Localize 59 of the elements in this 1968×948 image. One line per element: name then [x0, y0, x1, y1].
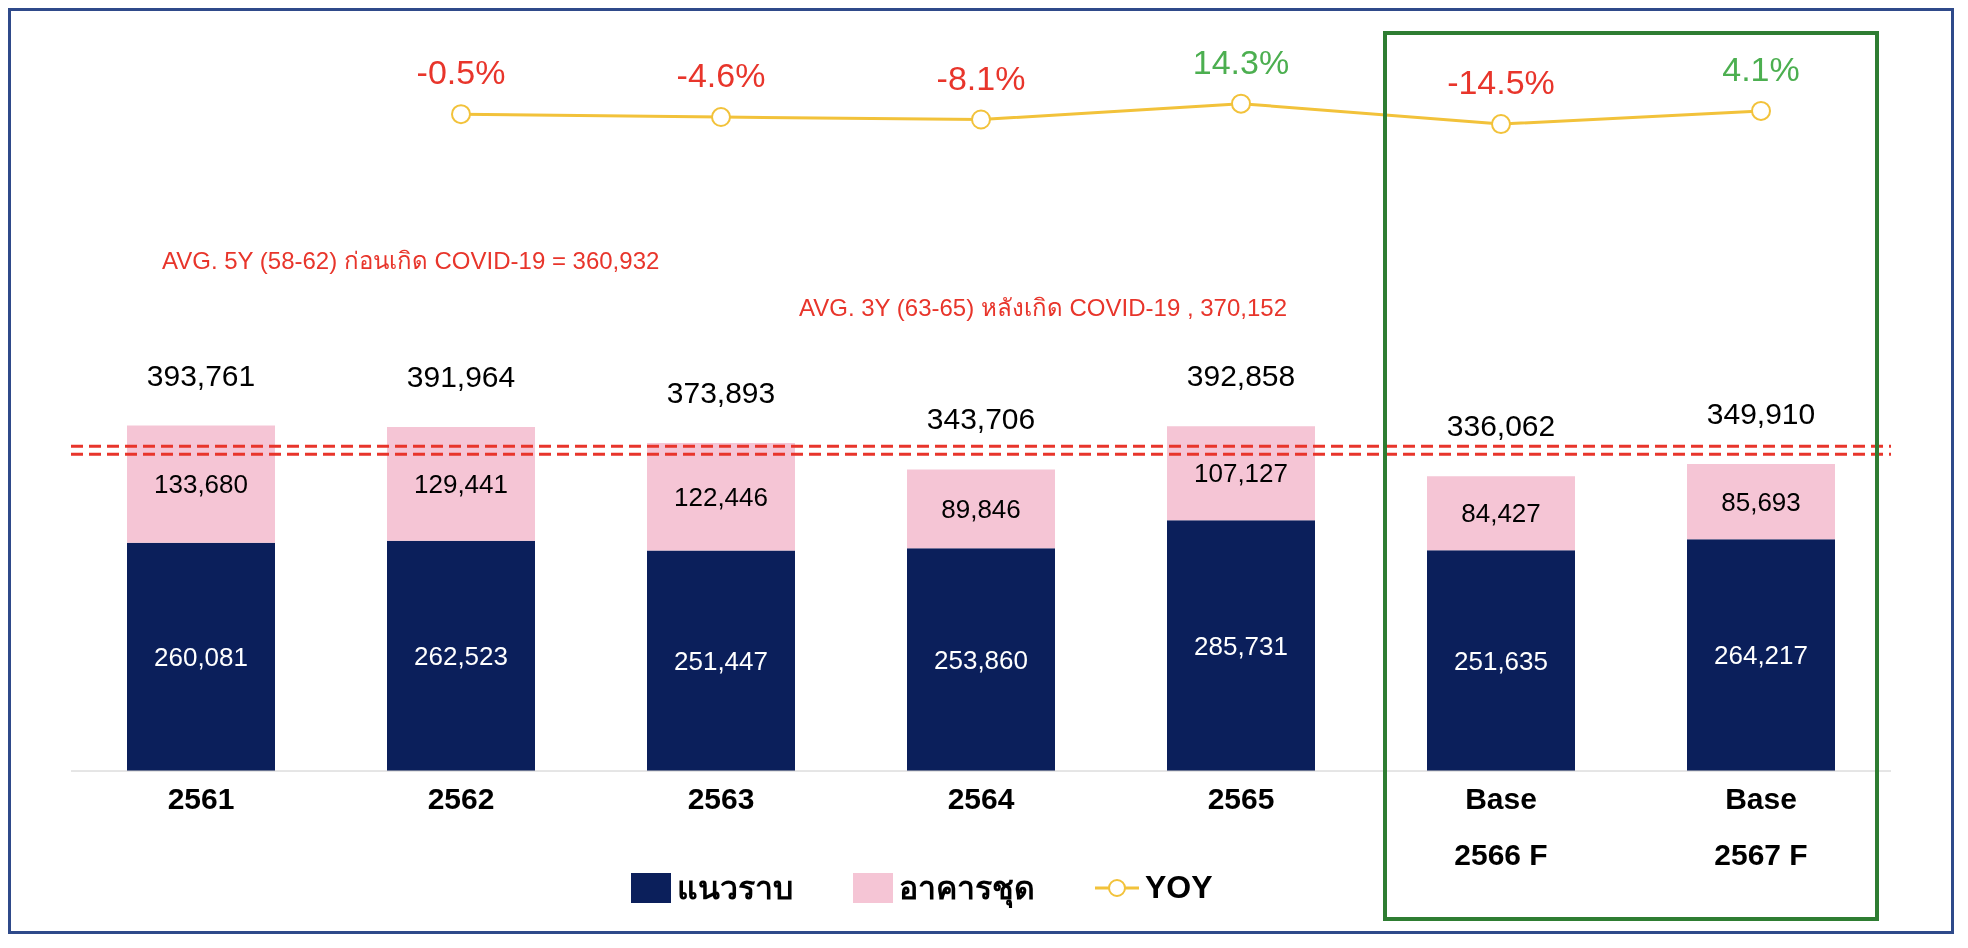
point	[1751, 100, 1771, 121]
data-label: 285,731	[1194, 630, 1288, 661]
bar	[127, 542, 275, 771]
data-label: 133,680	[154, 469, 248, 500]
x-tick-label: 2561	[167, 782, 235, 815]
ref-line-label: AVG. 3Y (63-65) หลังเกิด COVID-19 , 370,152	[799, 294, 1287, 322]
data-label: 4.1%	[1722, 49, 1800, 88]
x-tick-label: Base 2566 F	[1454, 782, 1548, 871]
ref-line-label: AVG. 5Y (58-62) ก่อนเกิด COVID-19 = 360,932	[162, 247, 660, 275]
total-label: 393,761	[146, 358, 256, 392]
point	[711, 107, 731, 128]
data-label: 14.3%	[1192, 42, 1290, 81]
bar	[647, 550, 795, 771]
data-label: -0.5%	[416, 53, 506, 92]
data-label: 107,127	[1194, 458, 1288, 489]
data-label: -8.1%	[936, 58, 1026, 97]
data-label: 260,081	[154, 641, 248, 672]
legend-label: แนวราบ	[677, 869, 793, 908]
data-label: 251,635	[1454, 645, 1548, 676]
x-tick-label: 2565	[1207, 782, 1275, 815]
data-label: 251,447	[674, 645, 768, 676]
data-label: 129,441	[414, 468, 508, 499]
bar	[1167, 426, 1315, 521]
x-tick-label: 2564	[947, 782, 1015, 815]
data-label: 84,427	[1461, 498, 1541, 529]
total-label: 343,706	[926, 402, 1036, 436]
data-label: 253,860	[934, 644, 1028, 675]
bar	[907, 548, 1055, 771]
data-label: 264,217	[1714, 640, 1808, 671]
data-label: 89,846	[941, 493, 1021, 524]
point	[451, 104, 471, 125]
legend-label: อาคารชุด	[899, 869, 1035, 910]
total-label: 373,893	[666, 375, 776, 409]
bar	[387, 540, 535, 771]
data-label: 85,693	[1721, 486, 1801, 517]
total-label: 336,062	[1446, 409, 1556, 443]
bar	[647, 442, 795, 551]
data-label: -4.6%	[676, 56, 766, 95]
bar	[387, 427, 535, 541]
point	[1491, 114, 1511, 135]
data-label: 122,446	[674, 481, 768, 512]
x-tick-label: 2563	[687, 782, 755, 815]
point	[1231, 93, 1251, 114]
bar	[907, 469, 1055, 549]
bar	[1427, 550, 1575, 771]
x-tick-label: Base 2567 F	[1714, 782, 1808, 871]
bar	[1687, 539, 1835, 771]
bar	[127, 425, 275, 543]
total-label: 349,910	[1706, 397, 1816, 431]
x-tick-label: 2562	[427, 782, 495, 815]
legend-label: YOY	[1145, 869, 1213, 906]
point	[971, 109, 991, 130]
data-label: 262,523	[414, 640, 508, 671]
bar	[1687, 464, 1835, 540]
total-label: 392,858	[1186, 359, 1296, 393]
data-label: -14.5%	[1447, 63, 1555, 102]
total-label: 391,964	[406, 360, 516, 394]
bar	[1167, 520, 1315, 771]
bar	[1427, 476, 1575, 551]
